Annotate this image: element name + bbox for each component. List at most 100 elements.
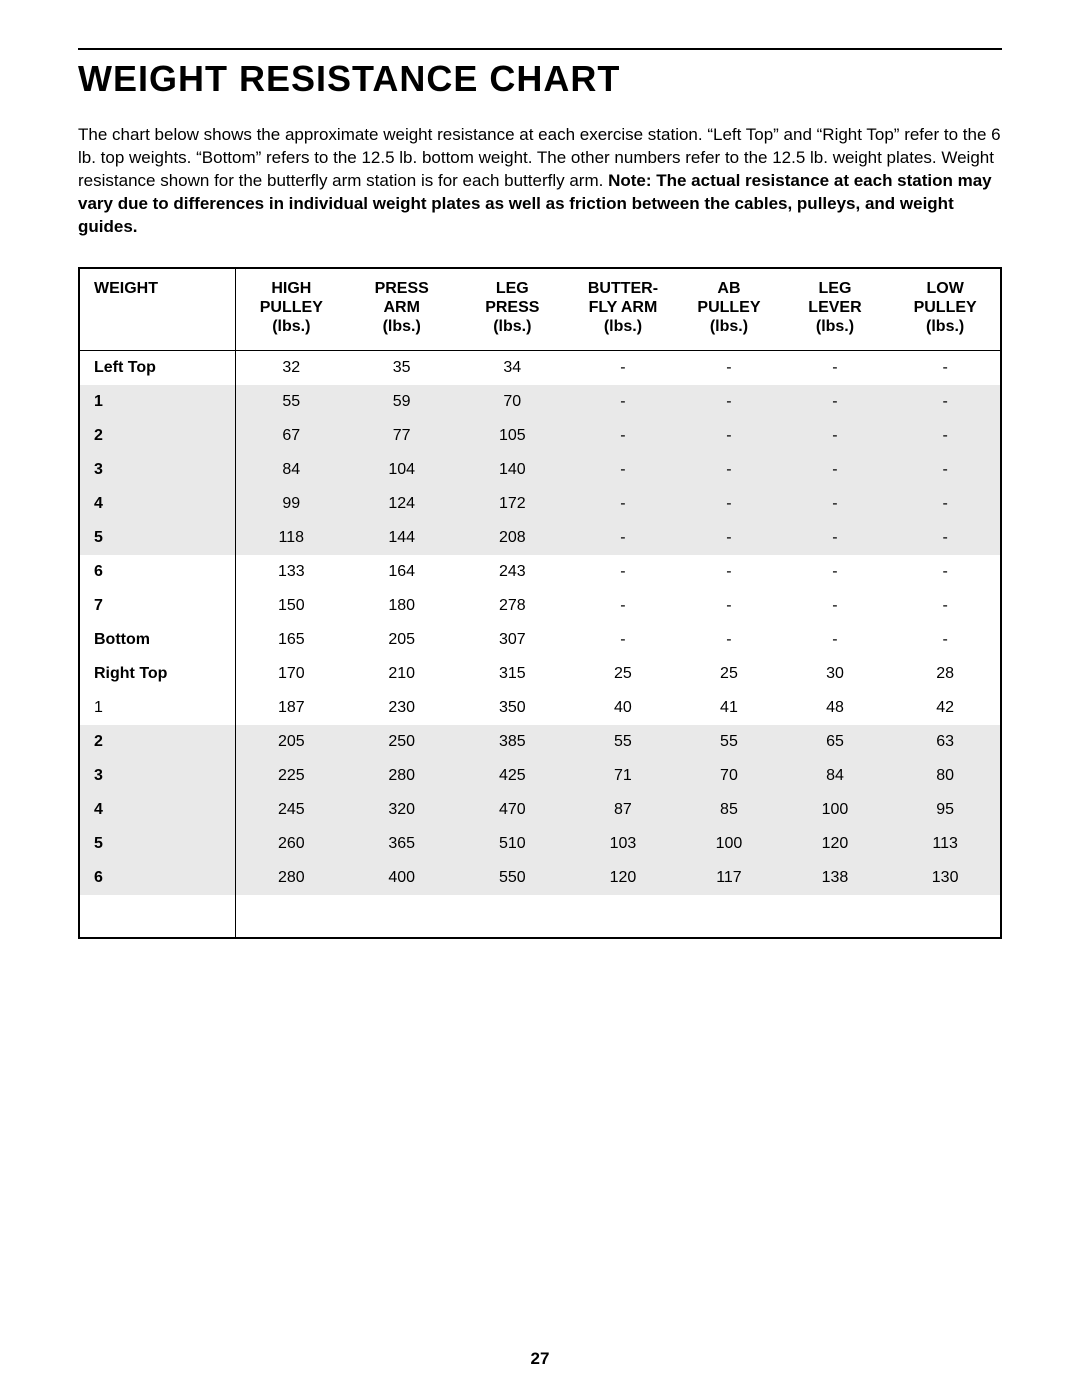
cell: 172 <box>457 487 568 521</box>
cell: 260 <box>236 827 347 861</box>
cell: - <box>780 351 891 386</box>
table-row: 118723035040414842 <box>79 691 1001 725</box>
table-row: Bottom165205307---- <box>79 623 1001 657</box>
cell: 280 <box>236 861 347 895</box>
table-body: Left Top323534----1555970----26777105---… <box>79 351 1001 939</box>
table-row: 26777105---- <box>79 419 1001 453</box>
cell: 71 <box>568 759 679 793</box>
cell: - <box>890 487 1001 521</box>
row-label: 1 <box>79 385 236 419</box>
table-header-row: WEIGHTHIGH PULLEY (lbs.)PRESS ARM (lbs.)… <box>79 268 1001 351</box>
cell: 205 <box>346 623 457 657</box>
cell: 208 <box>457 521 568 555</box>
cell: 48 <box>780 691 891 725</box>
cell: - <box>568 453 679 487</box>
cell: - <box>890 589 1001 623</box>
cell: 55 <box>236 385 347 419</box>
cell: 133 <box>236 555 347 589</box>
col-header: LOW PULLEY (lbs.) <box>890 268 1001 351</box>
cell: - <box>890 351 1001 386</box>
cell: - <box>568 419 679 453</box>
cell: 144 <box>346 521 457 555</box>
row-label: 2 <box>79 725 236 759</box>
col-header: BUTTER- FLY ARM (lbs.) <box>568 268 679 351</box>
resistance-table: WEIGHTHIGH PULLEY (lbs.)PRESS ARM (lbs.)… <box>78 267 1002 940</box>
cell: - <box>678 623 779 657</box>
cell: - <box>568 623 679 657</box>
cell: 63 <box>890 725 1001 759</box>
cell: 130 <box>890 861 1001 895</box>
cell: 170 <box>236 657 347 691</box>
cell: - <box>780 555 891 589</box>
cell: 100 <box>780 793 891 827</box>
table-row: 6280400550120117138130 <box>79 861 1001 895</box>
cell: 140 <box>457 453 568 487</box>
cell: 100 <box>678 827 779 861</box>
cell: - <box>678 589 779 623</box>
row-label: 6 <box>79 861 236 895</box>
table-row: 5260365510103100120113 <box>79 827 1001 861</box>
spacer-cell <box>568 895 679 938</box>
row-label: Left Top <box>79 351 236 386</box>
cell: 365 <box>346 827 457 861</box>
spacer-cell <box>79 895 236 938</box>
cell: - <box>678 521 779 555</box>
cell: 187 <box>236 691 347 725</box>
cell: 230 <box>346 691 457 725</box>
cell: 103 <box>568 827 679 861</box>
cell: 510 <box>457 827 568 861</box>
cell: - <box>568 555 679 589</box>
col-header: PRESS ARM (lbs.) <box>346 268 457 351</box>
cell: - <box>678 351 779 386</box>
spacer-row <box>79 895 1001 938</box>
cell: 280 <box>346 759 457 793</box>
cell: - <box>780 623 891 657</box>
cell: - <box>890 555 1001 589</box>
cell: 225 <box>236 759 347 793</box>
cell: 124 <box>346 487 457 521</box>
cell: 320 <box>346 793 457 827</box>
cell: 250 <box>346 725 457 759</box>
cell: 385 <box>457 725 568 759</box>
cell: - <box>780 419 891 453</box>
cell: - <box>780 487 891 521</box>
cell: 30 <box>780 657 891 691</box>
cell: 34 <box>457 351 568 386</box>
cell: - <box>780 589 891 623</box>
cell: 67 <box>236 419 347 453</box>
spacer-cell <box>780 895 891 938</box>
cell: - <box>890 453 1001 487</box>
cell: 307 <box>457 623 568 657</box>
cell: 84 <box>236 453 347 487</box>
spacer-cell <box>890 895 1001 938</box>
cell: - <box>780 521 891 555</box>
cell: - <box>568 521 679 555</box>
cell: - <box>780 453 891 487</box>
row-label: 1 <box>79 691 236 725</box>
col-header: LEG PRESS (lbs.) <box>457 268 568 351</box>
cell: - <box>678 419 779 453</box>
cell: - <box>568 589 679 623</box>
cell: 105 <box>457 419 568 453</box>
cell: 59 <box>346 385 457 419</box>
top-rule <box>78 48 1002 50</box>
page-number: 27 <box>0 1349 1080 1369</box>
cell: 400 <box>346 861 457 895</box>
cell: 65 <box>780 725 891 759</box>
cell: - <box>890 521 1001 555</box>
table-row: 4245320470878510095 <box>79 793 1001 827</box>
cell: 243 <box>457 555 568 589</box>
cell: 80 <box>890 759 1001 793</box>
cell: 470 <box>457 793 568 827</box>
row-label: 3 <box>79 759 236 793</box>
cell: 550 <box>457 861 568 895</box>
cell: 150 <box>236 589 347 623</box>
page-container: WEIGHT RESISTANCE CHART The chart below … <box>0 0 1080 1397</box>
cell: 40 <box>568 691 679 725</box>
cell: 28 <box>890 657 1001 691</box>
cell: - <box>678 385 779 419</box>
cell: 120 <box>568 861 679 895</box>
cell: - <box>780 385 891 419</box>
spacer-cell <box>346 895 457 938</box>
cell: 25 <box>678 657 779 691</box>
